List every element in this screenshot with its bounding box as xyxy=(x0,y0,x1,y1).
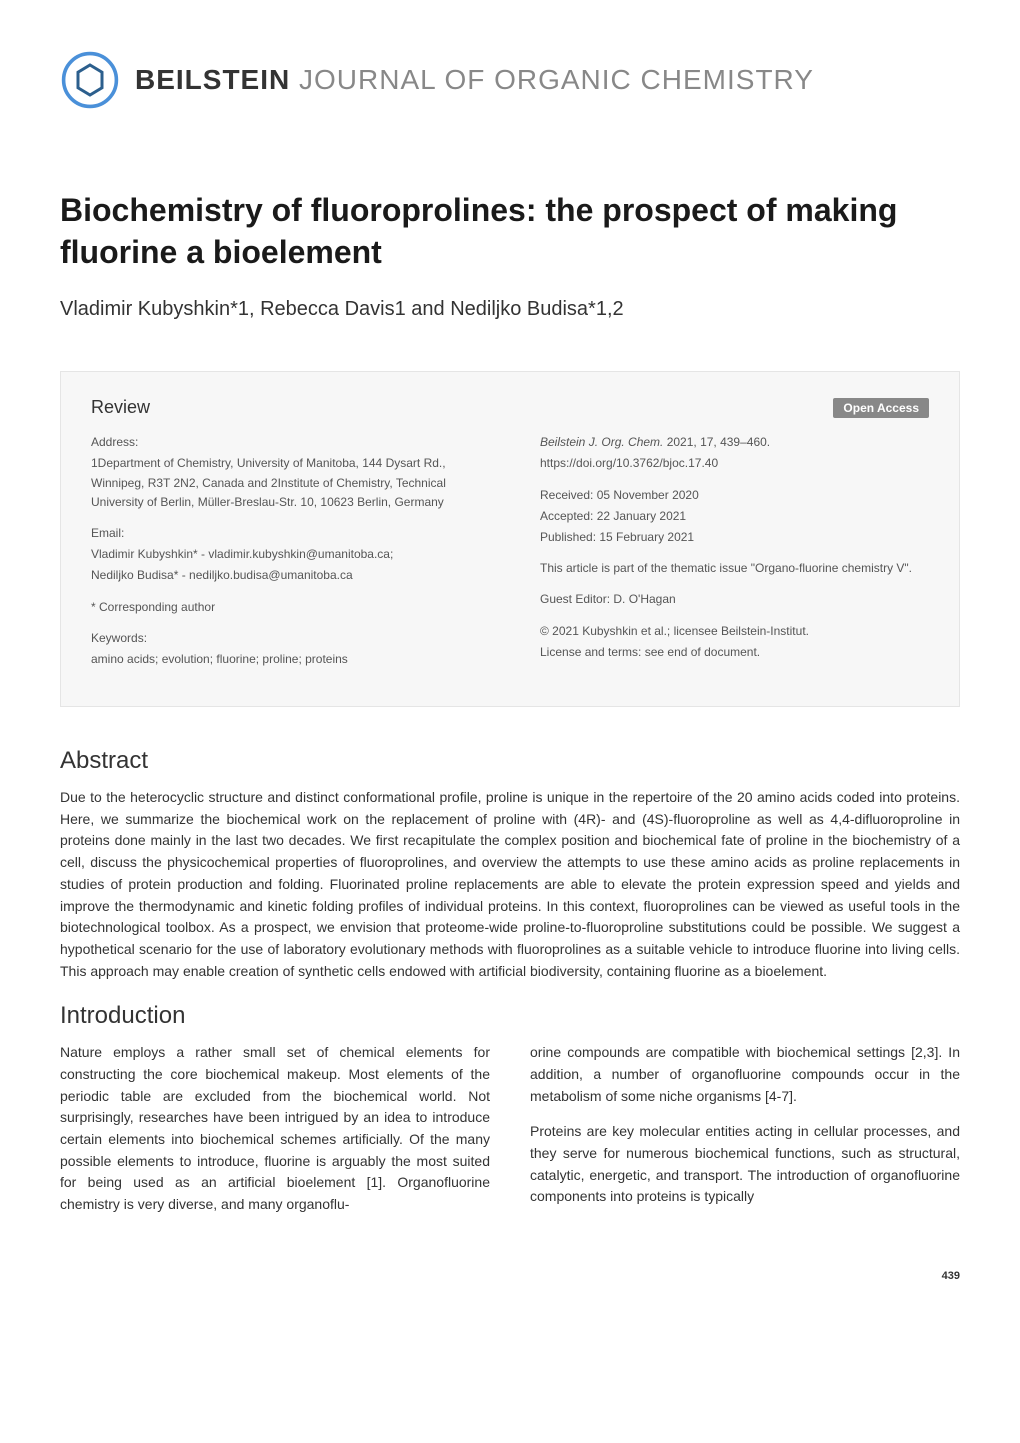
beilstein-logo-icon xyxy=(60,50,120,110)
license-note: License and terms: see end of document. xyxy=(540,643,929,662)
open-access-badge: Open Access xyxy=(833,398,929,418)
thematic-issue: This article is part of the thematic iss… xyxy=(540,559,929,578)
introduction-right-column: orine compounds are compatible with bioc… xyxy=(530,1042,960,1230)
accepted-date: Accepted: 22 January 2021 xyxy=(540,507,929,526)
email-2: Nediljko Budisa* - nediljko.budisa@umani… xyxy=(91,566,480,585)
citation-rest: 2021, 17, 439–460. xyxy=(663,435,770,449)
introduction-left-column: Nature employs a rather small set of che… xyxy=(60,1042,490,1230)
introduction-heading: Introduction xyxy=(60,1002,960,1030)
metadata-header: Review Open Access xyxy=(91,397,929,418)
copyright: © 2021 Kubyshkin et al.; licensee Beilst… xyxy=(540,622,929,641)
journal-name-bold: BEILSTEIN xyxy=(135,64,290,95)
abstract-heading: Abstract xyxy=(60,747,960,775)
journal-name: BEILSTEIN JOURNAL OF ORGANIC CHEMISTRY xyxy=(135,64,814,96)
intro-paragraph-2: Proteins are key molecular entities acti… xyxy=(530,1121,960,1208)
page-number: 439 xyxy=(60,1270,960,1282)
address-label: Address: xyxy=(91,433,480,452)
article-authors: Vladimir Kubyshkin*1, Rebecca Davis1 and… xyxy=(60,298,960,321)
journal-header: BEILSTEIN JOURNAL OF ORGANIC CHEMISTRY xyxy=(60,50,960,110)
email-1: Vladimir Kubyshkin* - vladimir.kubyshkin… xyxy=(91,545,480,564)
metadata-right-column: Beilstein J. Org. Chem. 2021, 17, 439–46… xyxy=(540,433,929,681)
keywords-text: amino acids; evolution; fluorine; prolin… xyxy=(91,650,480,669)
article-title: Biochemistry of fluoroprolines: the pros… xyxy=(60,190,960,273)
article-type-label: Review xyxy=(91,397,150,418)
intro-paragraph-1-cont: orine compounds are compatible with bioc… xyxy=(530,1042,960,1107)
intro-paragraph-1: Nature employs a rather small set of che… xyxy=(60,1042,490,1216)
corresponding-author-note: * Corresponding author xyxy=(91,598,480,617)
guest-editor: Guest Editor: D. O'Hagan xyxy=(540,590,929,609)
metadata-columns: Address: 1Department of Chemistry, Unive… xyxy=(91,433,929,681)
introduction-columns: Nature employs a rather small set of che… xyxy=(60,1042,960,1230)
citation: Beilstein J. Org. Chem. 2021, 17, 439–46… xyxy=(540,433,929,452)
citation-journal: Beilstein J. Org. Chem. xyxy=(540,435,663,449)
received-date: Received: 05 November 2020 xyxy=(540,486,929,505)
published-date: Published: 15 February 2021 xyxy=(540,528,929,547)
journal-name-light: JOURNAL OF ORGANIC CHEMISTRY xyxy=(290,64,814,95)
metadata-box: Review Open Access Address: 1Department … xyxy=(60,371,960,707)
abstract-text: Due to the heterocyclic structure and di… xyxy=(60,787,960,982)
doi-link[interactable]: https://doi.org/10.3762/bjoc.17.40 xyxy=(540,454,929,473)
metadata-left-column: Address: 1Department of Chemistry, Unive… xyxy=(91,433,480,681)
keywords-label: Keywords: xyxy=(91,629,480,648)
address-text: 1Department of Chemistry, University of … xyxy=(91,454,480,512)
email-label: Email: xyxy=(91,524,480,543)
